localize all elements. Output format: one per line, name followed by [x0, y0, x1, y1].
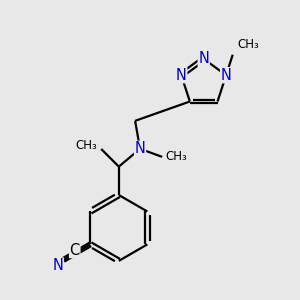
Text: N: N [221, 68, 232, 83]
Text: CH₃: CH₃ [75, 139, 97, 152]
Text: C: C [70, 243, 80, 258]
Text: CH₃: CH₃ [237, 38, 259, 51]
Text: N: N [52, 258, 63, 273]
Text: N: N [176, 68, 187, 83]
Text: CH₃: CH₃ [166, 150, 188, 164]
Text: N: N [135, 141, 146, 156]
Text: N: N [198, 51, 209, 66]
